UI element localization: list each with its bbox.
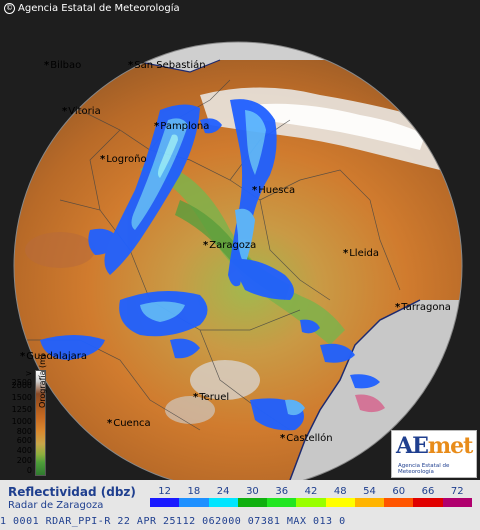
scale-value: 72 — [450, 486, 464, 497]
oro-tick: 600 — [16, 436, 32, 445]
scale-color-swatch — [442, 498, 472, 507]
oro-tick: > 2500 — [11, 369, 32, 387]
radar-info-line: 1 0001 RDAR_PPI-R 22 APR 25112 062000 07… — [0, 516, 346, 527]
scale-color-swatch — [296, 498, 326, 507]
scale-value: 36 — [275, 486, 289, 497]
scale-color-swatch — [413, 498, 443, 507]
scale-value: 66 — [421, 486, 435, 497]
oro-tick: 800 — [16, 427, 32, 436]
scale-value: 48 — [333, 486, 347, 497]
orography-title: Orografía (m) — [38, 353, 47, 408]
scale-value: 24 — [216, 486, 230, 497]
city-zaragoza: *Zaragoza — [203, 240, 257, 251]
scale-value: 18 — [187, 486, 201, 497]
scale-color-swatch — [354, 498, 385, 507]
scale-color-swatch — [208, 498, 238, 507]
oro-tick: 400 — [16, 446, 32, 455]
city-huesca: *Huesca — [252, 185, 296, 196]
aemet-logo-subtitle: Agencia Estatal de Meteorología — [398, 463, 450, 475]
radar-map — [0, 0, 480, 480]
oro-tick: 200 — [16, 456, 32, 465]
city-teruel: *Teruel — [193, 392, 230, 403]
aemet-logo: AEmet Agencia Estatal de Meteorología — [391, 430, 477, 478]
scale-color-swatch — [150, 498, 180, 507]
scale-value: 30 — [246, 486, 259, 497]
orography-color-bar — [35, 370, 46, 476]
scale-value: 54 — [363, 486, 376, 497]
legend-title: Reflectividad (dbz) — [8, 485, 136, 499]
agency-name: Agencia Estatal de Meteorología — [18, 3, 180, 14]
city-pamplona: *Pamplona — [154, 121, 210, 132]
city-lleida: *Lleida — [343, 248, 379, 259]
scale-value: 12 — [158, 486, 171, 497]
scale-color-swatch — [384, 498, 414, 507]
oro-tick: 0 — [26, 466, 32, 475]
agency-header: © Agencia Estatal de Meteorología — [4, 3, 180, 14]
scale-value: 42 — [304, 486, 318, 497]
scale-color-swatch — [325, 498, 355, 507]
orography-legend: > 2500 2000 1500 1250 1000 800 600 400 2… — [5, 369, 49, 476]
reflectivity-scale: 12 18 24 30 36 42 48 54 60 66 72 — [150, 486, 472, 507]
oro-tick: 2000 — [11, 381, 32, 390]
scale-color-swatch — [179, 498, 209, 507]
oro-tick: 1250 — [11, 405, 32, 414]
city-san-sebastian: *San Sebastián — [128, 60, 206, 71]
city-logrono: *Logroño — [100, 154, 147, 165]
city-cuenca: *Cuenca — [107, 418, 151, 429]
scale-value: 60 — [392, 486, 406, 497]
scale-color-swatch — [237, 498, 268, 507]
scale-color-swatch — [267, 498, 297, 507]
city-vitoria: *Vitoria — [62, 106, 101, 117]
radar-name: Radar de Zaragoza — [8, 500, 104, 511]
city-castellon: *Castellón — [280, 433, 333, 444]
city-bilbao: *Bilbao — [44, 60, 82, 71]
copyright-icon: © — [4, 3, 15, 14]
oro-tick: 1500 — [11, 393, 32, 402]
reflectivity-legend: Reflectividad (dbz) Radar de Zaragoza 12… — [0, 480, 480, 530]
city-guadalajara: *Guadalajara — [20, 351, 87, 362]
oro-tick: 1000 — [11, 417, 32, 426]
city-tarragona: *Tarragona — [395, 302, 451, 313]
